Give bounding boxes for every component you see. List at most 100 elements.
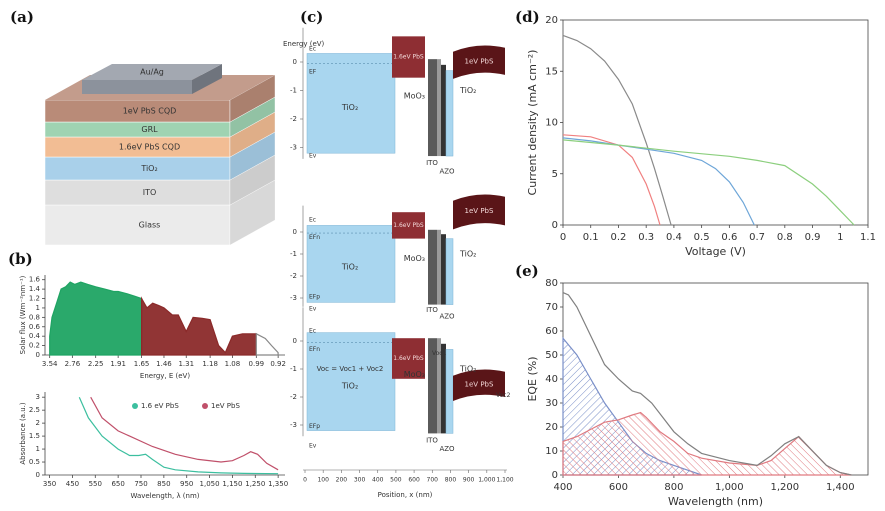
pbs-1-band [453, 194, 505, 230]
energy-level-label: EF [309, 68, 317, 75]
x-tick-label: 0.1 [583, 232, 599, 243]
band-y-tick-label: -3 [290, 294, 297, 302]
x-tick-label: 1,250 [245, 480, 265, 488]
energy-level-label: EFn [309, 234, 320, 241]
x-tick-label: 0.99 [249, 360, 265, 368]
panel-label: (a) [10, 8, 34, 26]
band-x-tick-label: 300 [354, 477, 366, 484]
contact-side [192, 64, 222, 94]
y-tick-label: 0.6 [29, 323, 41, 331]
layer-side-shade [230, 97, 275, 137]
contact-top [82, 64, 222, 80]
voltage-label: Voc2 [496, 392, 511, 399]
band-x-tick-label: 1,000 [478, 477, 495, 484]
x-tick-label: 1,000 [715, 482, 744, 493]
energy-level-label: Ec [309, 328, 316, 335]
tio2-thin [445, 238, 454, 305]
layer-side-shade [230, 112, 275, 157]
band-x-tick-label: 200 [336, 477, 348, 484]
band-layer-label: AZO [439, 445, 455, 453]
moo3-layer [428, 229, 437, 305]
band-x-tick-label: 1,100 [496, 477, 513, 484]
y-tick-label: 0.4 [29, 332, 41, 340]
y-tick-label: 3 [36, 393, 40, 401]
panel-label: (e) [515, 262, 539, 280]
voltage-label: Voc1 [432, 350, 447, 357]
y-tick-label: 20 [545, 422, 558, 433]
y-tick-label: 2.5 [29, 406, 40, 414]
energy-level-label: Ec [309, 216, 316, 223]
moo3-layer [428, 59, 437, 157]
band-x-tick-label: 100 [317, 477, 329, 484]
x-tick-label: 1.08 [225, 360, 241, 368]
layer-label: Au/Ag [140, 68, 164, 77]
tio2-band [306, 53, 396, 154]
pbs-16-band [392, 338, 425, 379]
x-tick-label: 1.46 [156, 360, 172, 368]
x-tick-label: 0.7 [749, 232, 765, 243]
ito-layer [437, 229, 441, 305]
band-x-tick-label: 900 [463, 477, 475, 484]
panel-label: (d) [515, 8, 540, 26]
voltage-label: Voc = Voc1 + Voc2 [317, 365, 384, 373]
area [562, 411, 852, 476]
y-tick-label: 1 [36, 304, 40, 312]
band-layer-label: MoO₃ [404, 92, 425, 101]
y-tick-label: 0 [36, 471, 40, 479]
energy-level-label: EFp [309, 293, 320, 300]
band-x-tick-label: 0 [303, 477, 307, 484]
layer-front [44, 121, 231, 138]
line [562, 134, 661, 226]
tio2-thin [445, 70, 454, 157]
ito-layer [437, 59, 441, 157]
energy-level-label: EFp [309, 423, 320, 430]
line [562, 137, 755, 226]
layer-label: GRL [141, 125, 158, 134]
layer-side-shade [230, 75, 275, 122]
energy-level-label: EFn [309, 346, 320, 353]
y-axis-label: EQE (%) [526, 356, 539, 401]
x-tick-label: 0.5 [694, 232, 710, 243]
energy-level-label: Ev [309, 153, 317, 160]
area [141, 296, 257, 356]
x-tick-label: 2.76 [65, 360, 81, 368]
x-tick-label: 0 [560, 232, 566, 243]
layer-label: 1eV PbS CQD [123, 107, 177, 116]
y-tick-label: 5 [552, 169, 558, 180]
x-tick-label: 600 [609, 482, 628, 493]
layer-front [44, 204, 231, 246]
band-layer-label: TiO₂ [459, 86, 476, 95]
x-tick-label: 1,150 [222, 480, 242, 488]
band-y-tick-label: 0 [293, 58, 297, 66]
band-x-tick-label: 800 [445, 477, 457, 484]
x-tick-label: 0.8 [777, 232, 793, 243]
legend-label: 1eV PbS [211, 402, 240, 410]
y-tick-label: 0.8 [29, 313, 40, 321]
layer-label: TiO₂ [140, 164, 157, 173]
y-tick-label: 1.5 [29, 432, 40, 440]
band-layer-label: MoO₃ [404, 370, 425, 379]
y-tick-label: 10 [545, 446, 558, 457]
x-tick-label: 1.18 [202, 360, 218, 368]
area [255, 332, 279, 356]
y-tick-label: 1.6 [29, 276, 41, 284]
y-tick-label: 0 [36, 351, 40, 359]
band-layer-label: AZO [439, 168, 455, 176]
band-y-tick-label: -1 [290, 250, 297, 258]
panel-label: (b) [8, 250, 33, 268]
band-y-tick-label: 0 [293, 228, 297, 236]
x-tick-label: 3.54 [42, 360, 58, 368]
y-axis-label: Absorbance (a.u.) [19, 402, 27, 464]
y-tick-label: 0.5 [29, 458, 40, 466]
band-y-tick-label: 0 [293, 337, 297, 345]
y-tick-label: 10 [545, 118, 558, 129]
contact-front [82, 80, 192, 94]
band-layer-label: MoO₃ [404, 254, 425, 263]
x-tick-label: 0.2 [611, 232, 627, 243]
x-tick-label: 0.92 [270, 360, 286, 368]
y-tick-label: 0 [552, 220, 558, 231]
y-tick-label: 0 [552, 470, 558, 481]
band-layer-label: TiO₂ [341, 263, 358, 272]
layer-side-shade [230, 132, 275, 180]
band-layer-label: TiO₂ [459, 365, 476, 374]
